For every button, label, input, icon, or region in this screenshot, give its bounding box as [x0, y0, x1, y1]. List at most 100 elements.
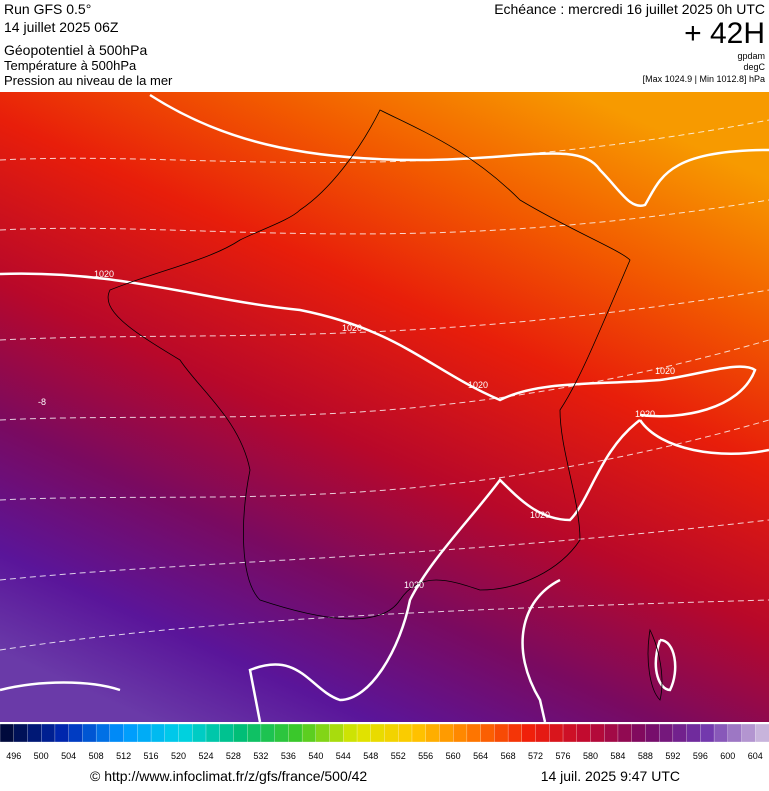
isobar — [0, 272, 757, 418]
contour-label: 1020 — [530, 510, 550, 520]
contour-label: 1020 — [94, 269, 114, 279]
source: © http://www.infoclimat.fr/z/gfs/france/… — [90, 768, 367, 784]
scale-swatch — [123, 723, 138, 743]
scale-swatch — [109, 723, 125, 743]
scale-swatch — [439, 723, 454, 743]
echeance: Echéance : mercredi 16 juillet 2025 0h U… — [494, 1, 765, 17]
scale-swatch — [672, 723, 688, 743]
scale-label: 564 — [473, 751, 488, 761]
scale-swatch — [247, 723, 262, 743]
scale-label: 600 — [720, 751, 735, 761]
scale-label: 592 — [665, 751, 680, 761]
scale-swatch — [453, 723, 468, 743]
scale-swatch — [713, 723, 729, 743]
scale-label: 544 — [336, 751, 351, 761]
scale-swatch — [658, 723, 674, 743]
scale-swatch — [411, 723, 427, 743]
scale-label: 568 — [501, 751, 516, 761]
scale-swatch — [425, 723, 441, 743]
scale-swatch — [384, 723, 399, 743]
scale-label: 560 — [446, 751, 461, 761]
scale-swatch — [137, 723, 152, 743]
scale-label: 500 — [34, 751, 49, 761]
field-2: Température à 500hPa — [4, 58, 137, 73]
color-scale: 496 500 504 508 512 516 520 524 528 532 536 540 544 5… — [0, 723, 769, 761]
scale-swatch — [700, 723, 715, 743]
scale-swatch — [150, 723, 166, 743]
scale-swatch — [576, 723, 592, 743]
scale-swatch — [274, 723, 290, 743]
isobar — [248, 419, 641, 723]
scale-label: 536 — [281, 751, 296, 761]
scale-swatch — [494, 723, 509, 743]
run: Run GFS 0.5° — [4, 1, 91, 17]
scale-swatch — [590, 723, 605, 743]
scale-swatch — [466, 723, 482, 743]
scale-swatch — [219, 723, 235, 743]
timestamp: 14 juil. 2025 9:47 UTC — [541, 768, 680, 784]
field-3: Pression au niveau de la mer — [4, 73, 173, 88]
scale-swatch — [507, 723, 523, 743]
scale-swatch — [645, 723, 660, 743]
scale-label: 540 — [308, 751, 323, 761]
scale-swatch — [315, 723, 331, 743]
scale-label: 576 — [556, 751, 571, 761]
scale-swatch — [727, 723, 743, 743]
scale-swatch — [604, 723, 619, 743]
lead-time: + 42H — [684, 17, 765, 50]
scale-label: 496 — [6, 751, 21, 761]
scale-swatch — [41, 723, 56, 743]
scale-label: 508 — [89, 751, 104, 761]
isobar — [521, 419, 769, 723]
contour-label: 1020 — [468, 380, 488, 390]
scale-swatch — [95, 723, 111, 743]
scale-swatch — [343, 723, 358, 743]
isobar — [0, 638, 677, 692]
scale-swatch — [192, 723, 207, 743]
scale-label: 572 — [528, 751, 543, 761]
scale-swatch — [521, 723, 537, 743]
scale-label: 552 — [391, 751, 406, 761]
contour-label: 1020 — [635, 409, 655, 419]
contours — [0, 93, 769, 723]
scale-label: 604 — [748, 751, 763, 761]
scale-swatch — [0, 723, 15, 743]
scale-swatch — [549, 723, 564, 743]
contour-label: 1020 — [655, 366, 675, 376]
scale-label: 548 — [363, 751, 378, 761]
scale-label: 556 — [418, 751, 433, 761]
unit: gpdam — [737, 51, 765, 61]
scale-swatch — [631, 723, 647, 743]
scale-swatch — [260, 723, 276, 743]
scale-swatch — [370, 723, 386, 743]
pressure-range: [Max 1024.9 | Min 1012.8] hPa — [643, 74, 765, 84]
scale-label: 512 — [116, 751, 131, 761]
unit: degC — [743, 62, 765, 72]
scale-label: 584 — [610, 751, 625, 761]
isobar — [149, 93, 769, 208]
scale-swatch — [13, 723, 29, 743]
scale-label: 532 — [253, 751, 268, 761]
scale-swatch — [205, 723, 221, 743]
contour-label: 1020 — [404, 580, 424, 590]
scale-swatch — [398, 723, 413, 743]
scale-swatch — [480, 723, 496, 743]
scale-swatch — [301, 723, 317, 743]
scale-swatch — [329, 723, 344, 743]
scale-label: 516 — [144, 751, 159, 761]
scale-swatch — [27, 723, 42, 743]
scale-label: 596 — [693, 751, 708, 761]
scale-label: 520 — [171, 751, 186, 761]
scale-swatch — [356, 723, 372, 743]
header: Run GFS 0.5° 14 juillet 2025 06Z Géopote… — [4, 1, 766, 88]
scale-label: 580 — [583, 751, 598, 761]
map-field — [0, 92, 769, 722]
scale-swatch — [686, 723, 701, 743]
scale-swatch — [617, 723, 633, 743]
scale-swatch — [288, 723, 303, 743]
contour-label: 1020 — [342, 323, 362, 333]
scale-swatch — [233, 723, 248, 743]
scale-swatch — [68, 723, 84, 743]
scale-swatch — [178, 723, 193, 743]
